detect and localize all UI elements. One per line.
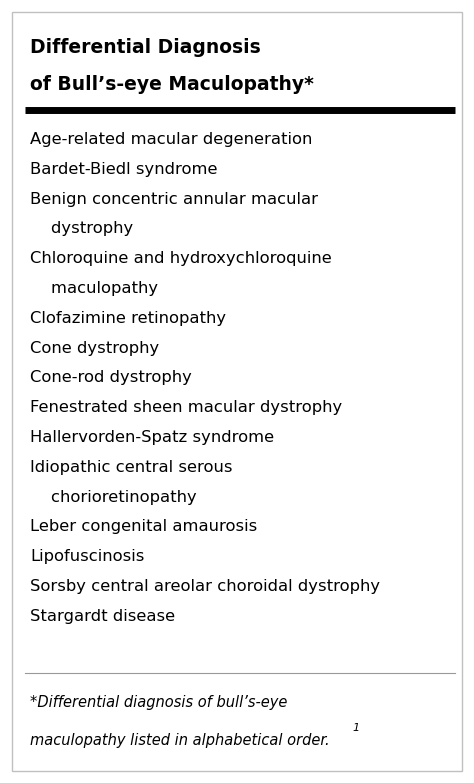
Text: Benign concentric annular macular: Benign concentric annular macular: [30, 192, 318, 207]
Text: maculopathy: maculopathy: [30, 281, 158, 296]
Text: maculopathy listed in alphabetical order.: maculopathy listed in alphabetical order…: [30, 733, 329, 748]
Text: 1: 1: [352, 723, 359, 733]
Text: Sorsby central areolar choroidal dystrophy: Sorsby central areolar choroidal dystrop…: [30, 579, 380, 594]
Text: of Bull’s-eye Maculopathy*: of Bull’s-eye Maculopathy*: [30, 75, 314, 94]
Text: Clofazimine retinopathy: Clofazimine retinopathy: [30, 311, 226, 326]
Text: Cone dystrophy: Cone dystrophy: [30, 341, 159, 355]
Text: Lipofuscinosis: Lipofuscinosis: [30, 549, 145, 565]
Text: Differential Diagnosis: Differential Diagnosis: [30, 38, 261, 57]
Text: *Differential diagnosis of bull’s-eye: *Differential diagnosis of bull’s-eye: [30, 695, 287, 710]
Text: Idiopathic central serous: Idiopathic central serous: [30, 460, 233, 474]
Text: Leber congenital amaurosis: Leber congenital amaurosis: [30, 519, 257, 535]
Text: chorioretinopathy: chorioretinopathy: [30, 489, 197, 504]
Text: Stargardt disease: Stargardt disease: [30, 609, 175, 624]
Text: Age-related macular degeneration: Age-related macular degeneration: [30, 132, 312, 147]
Text: Cone-rod dystrophy: Cone-rod dystrophy: [30, 370, 192, 385]
Text: Chloroquine and hydroxychloroquine: Chloroquine and hydroxychloroquine: [30, 251, 332, 266]
Text: dystrophy: dystrophy: [30, 222, 133, 236]
Text: Hallervorden-Spatz syndrome: Hallervorden-Spatz syndrome: [30, 430, 274, 445]
Text: Bardet-Biedl syndrome: Bardet-Biedl syndrome: [30, 162, 218, 177]
Text: Fenestrated sheen macular dystrophy: Fenestrated sheen macular dystrophy: [30, 400, 342, 415]
